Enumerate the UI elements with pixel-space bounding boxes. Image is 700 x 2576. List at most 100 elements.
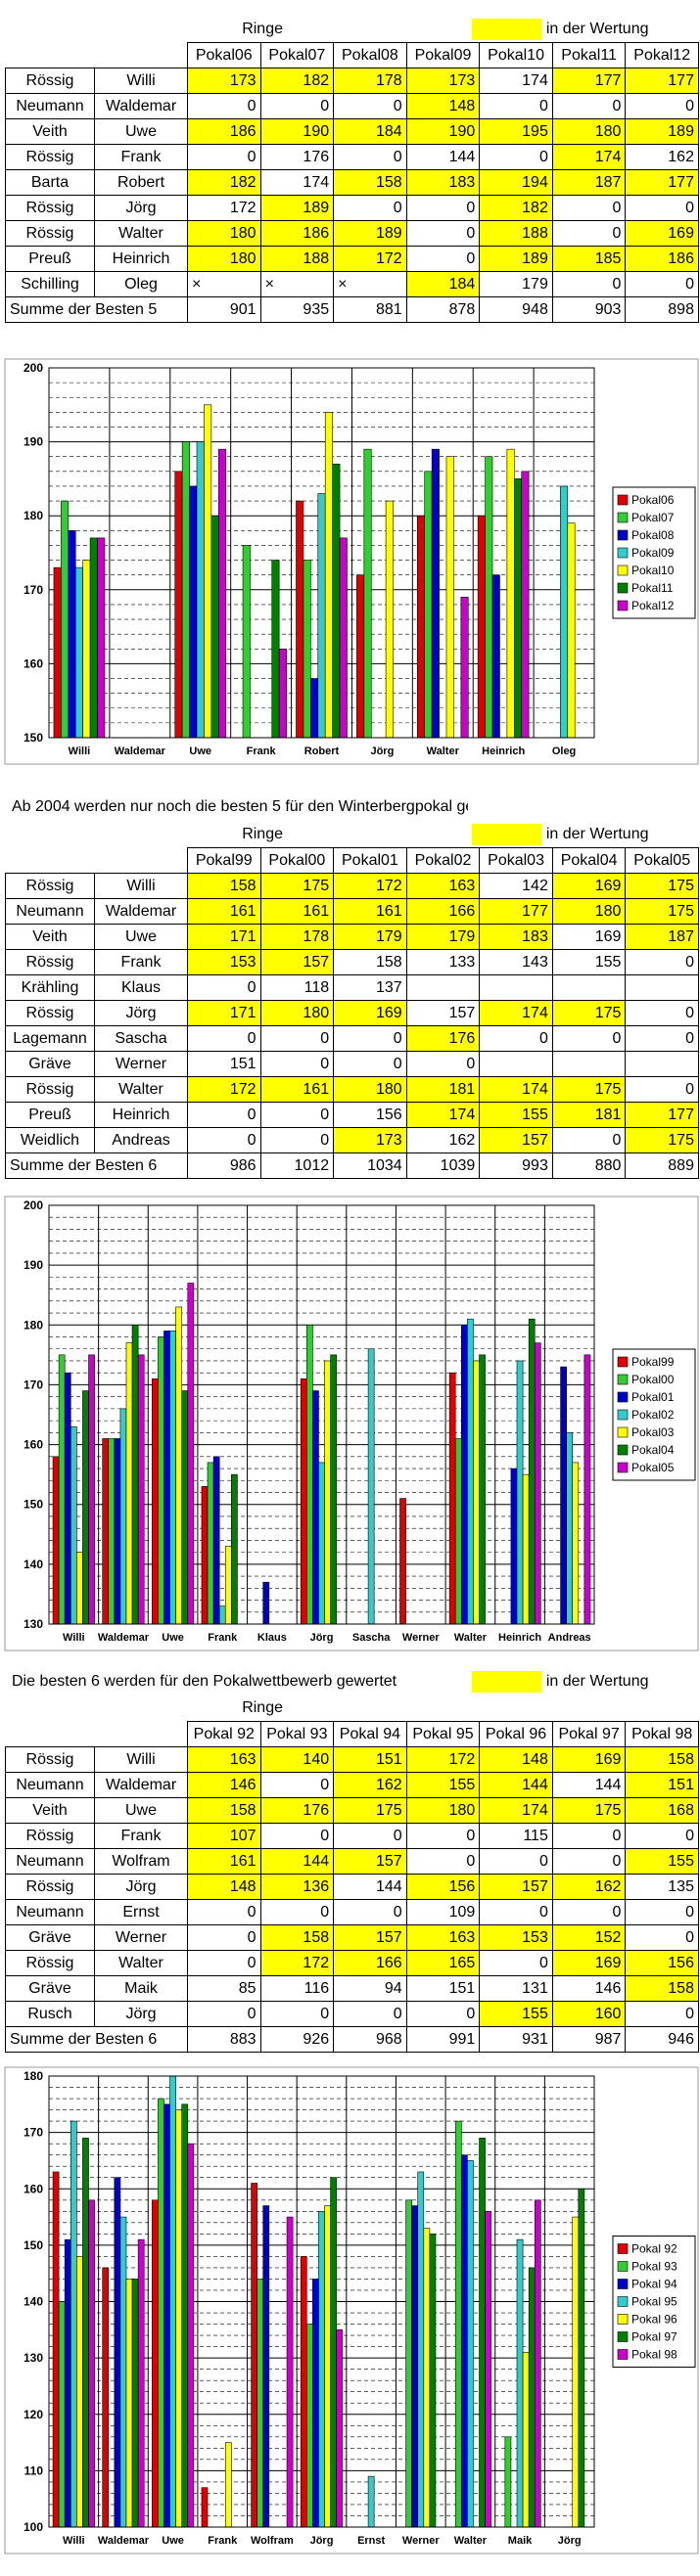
score: 144	[333, 1874, 407, 1900]
bar	[181, 2103, 189, 2527]
x-tick-label: Oleg	[552, 746, 576, 757]
bar	[363, 448, 372, 738]
bar	[454, 1438, 462, 1624]
score: 146	[187, 1772, 261, 1798]
score: 165	[405, 1950, 481, 1976]
first-name: Ernst	[94, 1899, 188, 1925]
sum: 948	[479, 296, 553, 323]
surname: Rössig	[5, 195, 95, 221]
first-name: Jörg	[94, 2001, 188, 2027]
first-name: Jörg	[94, 195, 188, 221]
legend-swatch	[617, 2296, 629, 2307]
first-name: Uwe	[94, 924, 188, 950]
bar	[534, 1342, 541, 1624]
y-tick-label: 190	[23, 1258, 43, 1272]
bar	[218, 1605, 226, 1624]
legend-label: Pokal99	[631, 1355, 675, 1369]
score: 183	[479, 924, 553, 950]
bar	[76, 1552, 83, 1624]
legend-label: Pokal10	[631, 564, 675, 577]
first-name: Walter	[94, 1076, 188, 1103]
sum: 883	[187, 2026, 261, 2053]
bar	[169, 1331, 176, 1624]
bar	[467, 2160, 474, 2527]
sum: 1012	[259, 1152, 335, 1179]
score: 188	[479, 220, 553, 247]
score: 0	[259, 93, 335, 119]
score: 186	[625, 246, 699, 272]
column-header: Pokal11	[551, 42, 627, 68]
chart: 100 110 120 130 140 150 160 170 180 Willi Waldemar…	[4, 2066, 699, 2554]
bar	[58, 1354, 66, 1624]
score: 0	[551, 1127, 627, 1153]
score: 137	[333, 974, 407, 1001]
bar	[262, 1581, 270, 1624]
bar	[485, 2211, 491, 2527]
bar	[64, 1372, 71, 1624]
surname: Neumann	[5, 1899, 95, 1925]
score: 174	[479, 1000, 553, 1026]
score: 172	[405, 1746, 481, 1773]
surname: Rössig	[5, 1950, 95, 1976]
score: 0	[625, 195, 699, 221]
bar	[339, 537, 348, 738]
legend-swatch	[617, 2279, 629, 2289]
surname: Gräve	[5, 1975, 95, 2002]
bar	[534, 2199, 541, 2527]
score: 0	[405, 220, 481, 247]
score: 0	[625, 1000, 699, 1026]
legend-label: Pokal11	[631, 581, 674, 595]
score: 144	[259, 1848, 335, 1875]
first-name: Frank	[94, 144, 188, 170]
score: 194	[479, 169, 553, 196]
bar	[125, 1342, 133, 1624]
column-header: Pokal 95	[405, 1721, 481, 1747]
x-tick-label: Willi	[69, 746, 91, 757]
score: 0	[625, 1076, 699, 1103]
score: 0	[333, 1025, 407, 1052]
score: 195	[479, 118, 553, 145]
bar	[367, 2475, 375, 2527]
bar	[174, 471, 183, 738]
sum: 987	[551, 2026, 627, 2053]
bar	[158, 1336, 164, 1624]
score: 156	[405, 1874, 481, 1900]
score: 185	[551, 246, 627, 272]
score: 144	[405, 144, 481, 170]
legend-label: Pokal03	[631, 1425, 675, 1439]
note: Die besten 6 werden für den Pokalwettbew…	[12, 1673, 397, 1690]
score: 157	[479, 1874, 553, 1900]
y-tick-label: 120	[23, 2408, 43, 2421]
score: 118	[259, 974, 335, 1001]
bar	[445, 456, 454, 738]
column-header: Pokal04	[551, 847, 627, 874]
x-tick-label: Waldemar	[115, 746, 166, 757]
bar	[278, 648, 287, 738]
surname: Neumann	[5, 1772, 95, 1798]
bar	[566, 1432, 574, 1624]
bar	[212, 1456, 220, 1624]
score: 0	[405, 1848, 481, 1875]
score: 0	[405, 2001, 481, 2027]
y-tick-label: 170	[23, 2126, 43, 2140]
score: 172	[187, 1076, 261, 1103]
bar	[303, 560, 311, 738]
bar	[175, 2109, 183, 2527]
score: 0	[625, 271, 699, 297]
column-header: Pokal99	[187, 847, 261, 874]
legend-label: Pokal 98	[631, 2348, 677, 2362]
score: 116	[259, 1975, 335, 2002]
bar	[491, 574, 500, 738]
bar	[271, 560, 280, 738]
bar	[175, 1306, 183, 1624]
bar	[70, 2120, 77, 2527]
score: 175	[259, 873, 335, 899]
score: 0	[479, 1899, 553, 1925]
score: 146	[551, 1975, 627, 2002]
bar	[53, 566, 62, 738]
y-tick-label: 180	[23, 1318, 43, 1332]
score: 0	[625, 949, 699, 975]
score: 162	[625, 144, 699, 170]
bar	[102, 2267, 110, 2527]
bar	[88, 1354, 95, 1624]
